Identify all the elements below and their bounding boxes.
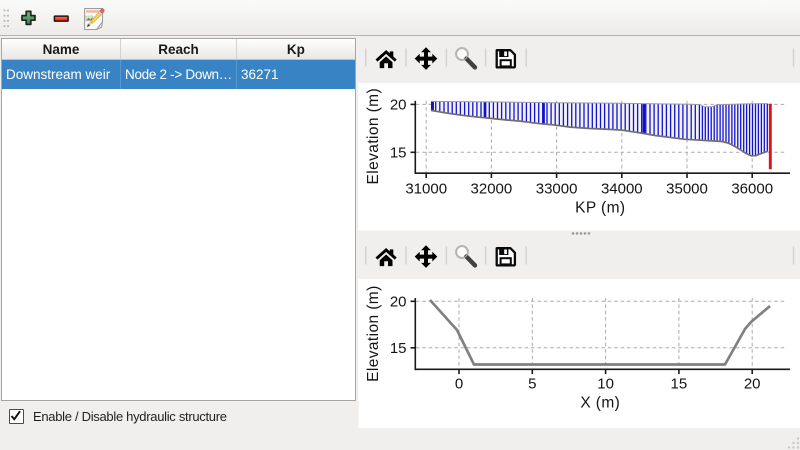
svg-text:X (m): X (m) [580, 394, 620, 411]
svg-text:36000: 36000 [731, 180, 773, 197]
svg-text:15: 15 [390, 145, 407, 162]
svg-text:5: 5 [528, 375, 536, 392]
svg-text:34000: 34000 [601, 180, 643, 197]
svg-text:Elevation (m): Elevation (m) [365, 88, 382, 185]
svg-text:20: 20 [390, 294, 407, 311]
svg-text:Elevation (m): Elevation (m) [365, 285, 382, 382]
svg-text:15: 15 [390, 340, 407, 357]
svg-text:31000: 31000 [405, 180, 447, 197]
svg-text:20: 20 [390, 97, 407, 114]
svg-text:10: 10 [597, 375, 614, 392]
svg-text:15: 15 [671, 375, 688, 392]
svg-text:32000: 32000 [471, 180, 513, 197]
svg-text:0: 0 [455, 375, 463, 392]
svg-text:20: 20 [744, 375, 761, 392]
svg-text:35000: 35000 [666, 180, 708, 197]
svg-text:KP (m): KP (m) [575, 199, 625, 216]
svg-text:33000: 33000 [536, 180, 578, 197]
